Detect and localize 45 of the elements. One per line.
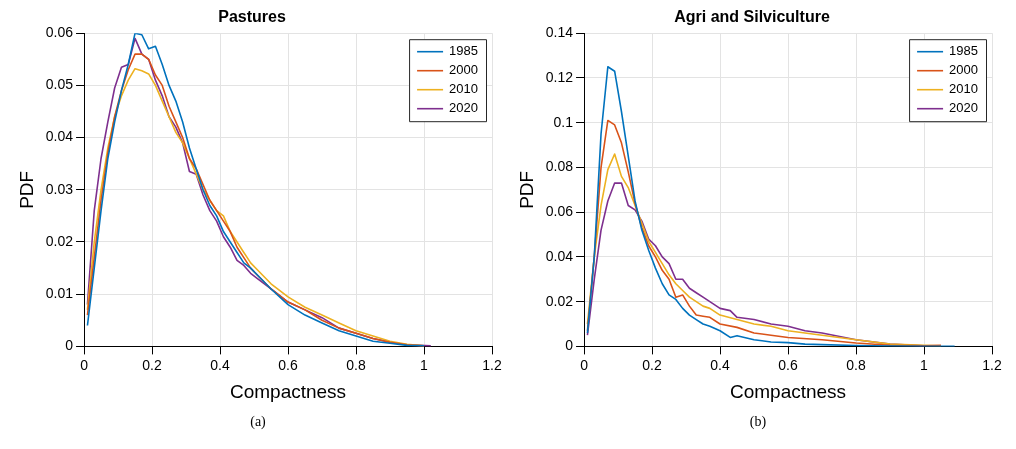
x-axis-title: Compactness xyxy=(729,380,847,402)
y-axis-title: PDF xyxy=(15,170,37,209)
x-tick-label: 0.2 xyxy=(642,356,662,373)
legend-label: 2010 xyxy=(949,81,978,97)
y-tick-label: 0.1 xyxy=(553,113,574,130)
x-tick-label: 0.2 xyxy=(142,356,162,373)
y-tick-label: 0 xyxy=(565,337,574,354)
x-tick-label: 1 xyxy=(420,356,429,373)
x-tick-label: 0 xyxy=(580,356,589,373)
chart-title: Pastures xyxy=(218,8,286,26)
y-tick-label: 0.03 xyxy=(45,180,74,197)
y-tick-label: 0.02 xyxy=(545,292,574,309)
y-tick-label: 0.14 xyxy=(545,24,574,41)
text: (b) xyxy=(748,414,768,430)
y-tick-label: 0.12 xyxy=(545,68,574,85)
x-tick-label: 1 xyxy=(920,356,929,373)
x-tick-label: 0.8 xyxy=(846,356,866,373)
x-axis-title: Compactness xyxy=(229,380,347,402)
x-tick-label: 1.2 xyxy=(482,356,502,373)
x-tick-label: 1.2 xyxy=(982,356,1002,373)
y-tick-label: 0.08 xyxy=(545,158,574,175)
y-tick-label: 0 xyxy=(65,337,74,354)
y-tick-label: 0.06 xyxy=(545,203,574,220)
x-tick-label: 0.8 xyxy=(346,356,366,373)
legend-label: 1985 xyxy=(949,43,978,59)
y-tick-label: 0.04 xyxy=(45,128,74,145)
x-tick-label: 0 xyxy=(80,356,89,373)
y-tick-label: 0.06 xyxy=(45,24,74,41)
x-tick-label: 0.6 xyxy=(278,356,298,373)
legend-label: 2010 xyxy=(449,81,478,97)
y-tick-label: 0.02 xyxy=(45,232,74,249)
legend-label: 1985 xyxy=(449,43,478,59)
y-axis-title: PDF xyxy=(515,170,537,209)
x-tick-label: 0.4 xyxy=(210,356,230,373)
x-tick-label: 0.4 xyxy=(710,356,730,373)
y-tick-label: 0.05 xyxy=(45,76,74,93)
legend-label: 2000 xyxy=(949,62,978,78)
y-tick-label: 0.01 xyxy=(45,285,74,302)
y-tick-label: 0.04 xyxy=(545,247,574,264)
legend-label: 2020 xyxy=(949,100,978,116)
chart-title: Agri and Silviculture xyxy=(674,8,830,26)
legend-label: 2000 xyxy=(449,62,478,78)
x-tick-label: 0.6 xyxy=(778,356,798,373)
text: (a) xyxy=(249,414,267,430)
legend-label: 2020 xyxy=(449,100,478,116)
